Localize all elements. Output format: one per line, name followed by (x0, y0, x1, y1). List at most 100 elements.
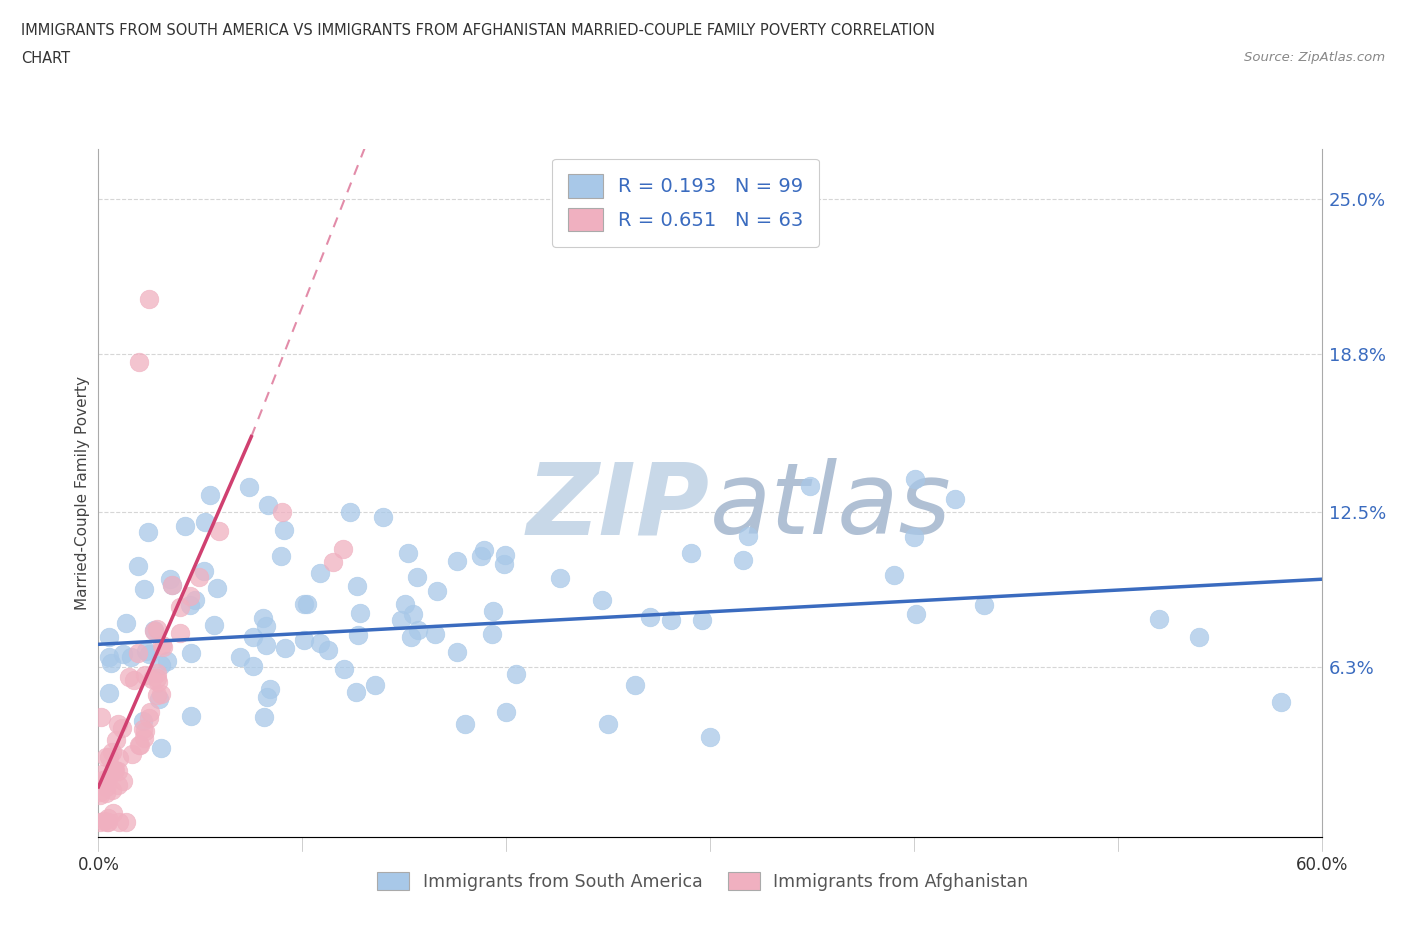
Point (146, 687, 169, 702)
Point (883, 567, 905, 582)
Point (138, 647, 160, 662)
Point (259, 682, 281, 697)
Point (94, 779, 117, 794)
Point (481, 627, 503, 642)
Point (104, 763, 127, 777)
Point (91, 772, 114, 787)
Point (505, 667, 527, 682)
Point (179, 589, 201, 604)
Point (97, 771, 120, 786)
Text: 60.0%: 60.0% (1295, 856, 1348, 873)
Point (184, 593, 207, 608)
Point (598, 717, 620, 732)
Point (943, 492, 966, 507)
Point (270, 549, 292, 564)
Point (309, 635, 332, 650)
Point (481, 604, 503, 618)
Point (103, 763, 125, 777)
Point (292, 597, 315, 612)
Point (134, 581, 156, 596)
Point (132, 713, 155, 728)
Point (111, 721, 134, 736)
Point (159, 571, 181, 586)
Point (690, 613, 713, 628)
Point (188, 570, 211, 585)
Point (346, 578, 368, 593)
Point (139, 705, 162, 720)
Point (332, 542, 354, 557)
Text: CHART: CHART (21, 51, 70, 66)
Point (143, 623, 166, 638)
Point (89, 785, 111, 800)
Point (112, 774, 135, 789)
Point (242, 658, 264, 673)
Point (97, 685, 120, 700)
Point (105, 733, 128, 748)
Point (90, 710, 112, 724)
Point (238, 480, 260, 495)
Point (309, 565, 332, 580)
Point (257, 498, 280, 512)
Text: 0.0%: 0.0% (77, 856, 120, 873)
Point (472, 542, 495, 557)
Point (446, 644, 468, 659)
Point (127, 558, 149, 573)
Point (904, 472, 927, 486)
Legend: R = 0.193   N = 99, R = 0.651   N = 63: R = 0.193 N = 99, R = 0.651 N = 63 (553, 158, 820, 246)
Point (96, 750, 118, 764)
Point (150, 658, 173, 672)
Point (115, 815, 138, 830)
Point (799, 478, 821, 493)
Point (470, 548, 492, 563)
Point (148, 692, 170, 707)
Point (169, 600, 191, 615)
Point (129, 737, 152, 752)
Point (180, 709, 202, 724)
Point (229, 649, 252, 664)
Point (408, 623, 430, 638)
Point (107, 777, 129, 792)
Point (699, 729, 721, 744)
Point (737, 529, 759, 544)
Point (270, 504, 294, 519)
Point (100, 655, 122, 670)
Point (97, 630, 120, 644)
Point (253, 710, 276, 724)
Point (146, 665, 169, 680)
Point (903, 529, 925, 544)
Point (160, 578, 183, 592)
Point (905, 606, 928, 621)
Point (256, 690, 278, 705)
Point (273, 523, 295, 538)
Point (638, 609, 661, 624)
Point (548, 570, 571, 585)
Point (135, 644, 157, 658)
Point (107, 764, 129, 779)
Point (322, 554, 344, 569)
Point (146, 671, 169, 685)
Point (107, 751, 129, 765)
Point (149, 687, 172, 702)
Point (120, 649, 142, 664)
Point (454, 717, 477, 732)
Point (134, 731, 156, 746)
Point (1188, 630, 1211, 644)
Point (128, 737, 150, 752)
Point (91, 767, 114, 782)
Point (180, 645, 202, 660)
Point (371, 510, 394, 525)
Point (1147, 612, 1170, 627)
Point (339, 505, 361, 520)
Point (179, 597, 201, 612)
Point (624, 678, 647, 693)
Point (108, 815, 131, 830)
Point (495, 704, 517, 719)
Point (132, 721, 155, 736)
Point (98, 750, 121, 764)
Point (89, 815, 111, 830)
Y-axis label: Married-Couple Family Poverty: Married-Couple Family Poverty (75, 376, 90, 610)
Point (973, 597, 995, 612)
Point (94, 785, 117, 800)
Point (402, 607, 425, 622)
Point (349, 605, 371, 620)
